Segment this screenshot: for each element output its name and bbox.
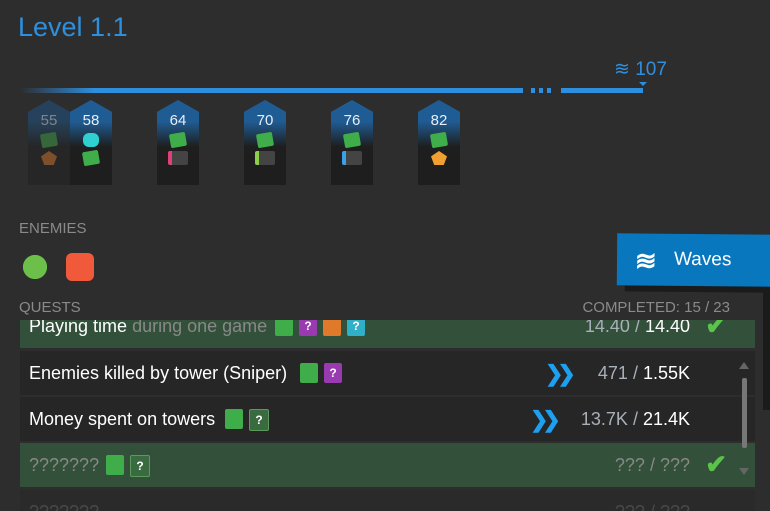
green-card-icon — [255, 151, 275, 165]
quest-name: Enemies killed by tower (Sniper) — [29, 363, 288, 383]
quest-row[interactable]: ??????? ? ??? / ??? ✔ — [20, 443, 755, 487]
unknown-card-icon: ? — [130, 455, 150, 477]
quest-row[interactable]: Enemies killed by tower (Sniper) ? ❯❯ 47… — [20, 351, 755, 395]
wave-marker[interactable]: 64 — [157, 100, 199, 185]
badge-icon — [323, 320, 341, 336]
quests-label: QUESTS — [19, 299, 81, 316]
quest-list[interactable]: Playing time during one game ?? 14.40 / … — [0, 320, 770, 511]
wave-progress-line — [20, 88, 523, 93]
waves-button-label: Waves — [673, 248, 732, 271]
waves-icon: ≋ — [614, 59, 636, 80]
wave-total-value: 107 — [635, 59, 667, 80]
wave-number: 82 — [430, 112, 448, 129]
end-marker-icon — [639, 82, 647, 90]
completed-count: COMPLETED: 15 / 23 — [582, 299, 730, 316]
wave-progress-end — [561, 88, 643, 93]
quest-progress: 471 / 1.55K — [597, 363, 690, 383]
scroll-up-icon[interactable] — [739, 362, 749, 369]
unknown-card-icon: ? — [347, 320, 365, 336]
quest-row[interactable]: ??????? ??? / ??? — [20, 490, 755, 511]
fast-forward-icon[interactable]: ❯❯ — [545, 361, 576, 386]
wave-number: 76 — [343, 112, 361, 129]
cash-icon — [342, 131, 362, 149]
reward-icons: ?? — [275, 320, 365, 336]
gems-icon — [83, 133, 99, 147]
check-icon: ✔ — [705, 449, 727, 479]
cash-icon — [255, 131, 275, 149]
wave-number: 64 — [169, 112, 187, 129]
scroll-thumb[interactable] — [742, 378, 747, 448]
wave-marker[interactable]: 55 — [28, 100, 70, 185]
ellipsis-dot — [539, 88, 543, 93]
reward-icons: ? — [106, 455, 150, 477]
ellipsis-dot — [547, 88, 551, 93]
fast-forward-icon[interactable]: ❯❯ — [530, 407, 561, 432]
wave-marker[interactable]: 76 — [331, 100, 373, 185]
wave-marker[interactable]: 58 — [70, 100, 112, 185]
level-title: Level 1.1 — [18, 12, 128, 42]
badge-icon — [431, 151, 447, 165]
side-panel-edge — [763, 290, 770, 410]
quest-progress: ??? / ??? — [614, 455, 690, 475]
wave-marker[interactable]: 70 — [244, 100, 286, 185]
ellipsis-dot — [531, 88, 535, 93]
wave-number: 70 — [256, 112, 274, 129]
wave-number: 55 — [40, 112, 58, 129]
unknown-card-icon: ? — [324, 363, 342, 383]
waves-icon: ≋ — [634, 245, 657, 276]
enemy-green-icon[interactable] — [21, 253, 49, 281]
quest-row[interactable]: Money spent on towers ? ❯❯ 13.7K / 21.4K — [20, 397, 755, 441]
unknown-card-icon: ? — [249, 409, 269, 431]
cash-icon — [429, 131, 449, 149]
quest-name: ??????? — [29, 455, 100, 475]
scroll-down-icon[interactable] — [739, 468, 749, 475]
cash-icon — [300, 363, 318, 383]
quest-name: Playing time during one game — [29, 320, 268, 336]
cash-icon — [106, 455, 124, 475]
quest-progress: 13.7K / 21.4K — [580, 409, 690, 429]
pink-card-icon — [168, 151, 188, 165]
cash-icon — [81, 149, 101, 167]
badge-icon — [41, 151, 57, 165]
quest-row[interactable]: Playing time during one game ?? 14.40 / … — [20, 320, 755, 348]
wave-number: 58 — [82, 112, 100, 129]
wave-total: ≋ 107 — [614, 58, 667, 81]
enemies-label: ENEMIES — [19, 220, 87, 237]
wave-marker[interactable]: 82 — [418, 100, 460, 185]
check-icon: ✔ — [705, 320, 727, 340]
cash-icon — [39, 131, 59, 149]
reward-icons: ? — [300, 363, 342, 383]
waves-button[interactable]: ≋ Waves — [616, 233, 770, 287]
quest-progress: ??? / ??? — [615, 502, 690, 511]
cash-icon — [168, 131, 188, 149]
cash-icon — [275, 320, 293, 336]
unknown-card-icon: ? — [299, 320, 317, 336]
enemy-red-icon[interactable] — [66, 253, 94, 281]
xp-card-icon — [342, 151, 362, 165]
quest-name: ??????? — [29, 502, 99, 511]
quest-name: Money spent on towers — [29, 409, 216, 429]
quest-progress: 14.40 / 14.40 — [584, 320, 690, 336]
scrollbar[interactable] — [737, 362, 751, 480]
reward-icons: ? — [225, 409, 269, 431]
cash-icon — [225, 409, 243, 429]
